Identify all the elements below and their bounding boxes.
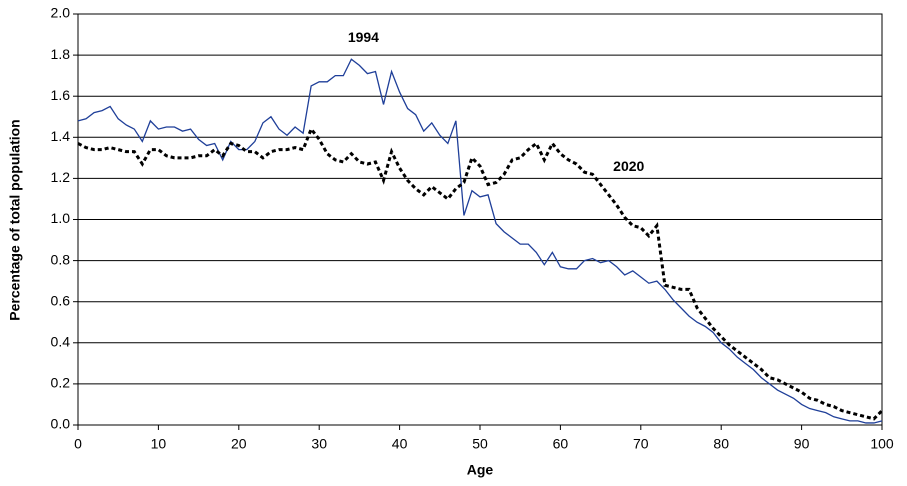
plot-frame <box>77 13 883 426</box>
x-tick-label: 60 <box>553 436 569 452</box>
x-tick-label: 10 <box>151 436 167 452</box>
x-tick-label: 70 <box>633 436 649 452</box>
y-tick-label: 0.4 <box>51 334 71 350</box>
y-tick-label: 1.4 <box>51 128 71 144</box>
y-axis-label: Percentage of total population <box>7 119 23 320</box>
series-line <box>77 126 884 421</box>
x-tick-label: 80 <box>713 436 729 452</box>
y-tick-label: 0.6 <box>51 292 71 308</box>
x-tick-label: 100 <box>870 436 894 452</box>
x-tick-label: 90 <box>794 436 810 452</box>
x-tick-label: 30 <box>311 436 327 452</box>
series-label: 2020 <box>613 158 644 174</box>
x-axis-label: Age <box>467 462 494 478</box>
x-tick-label: 20 <box>231 436 247 452</box>
y-tick-label: 1.8 <box>51 46 71 62</box>
y-tick-label: 0.2 <box>51 375 71 391</box>
series-label: 1994 <box>348 29 379 45</box>
y-tick-label: 1.6 <box>51 87 71 103</box>
series-line <box>77 58 883 424</box>
x-tick-label: 50 <box>472 436 488 452</box>
y-tick-label: 1.2 <box>51 169 71 185</box>
y-tick-label: 2.0 <box>51 5 71 21</box>
y-tick-label: 0.8 <box>51 251 71 267</box>
x-tick-label: 40 <box>392 436 408 452</box>
x-tick-label: 0 <box>74 436 82 452</box>
y-tick-label: 0.0 <box>51 416 71 432</box>
y-tick-label: 1.0 <box>51 210 71 226</box>
